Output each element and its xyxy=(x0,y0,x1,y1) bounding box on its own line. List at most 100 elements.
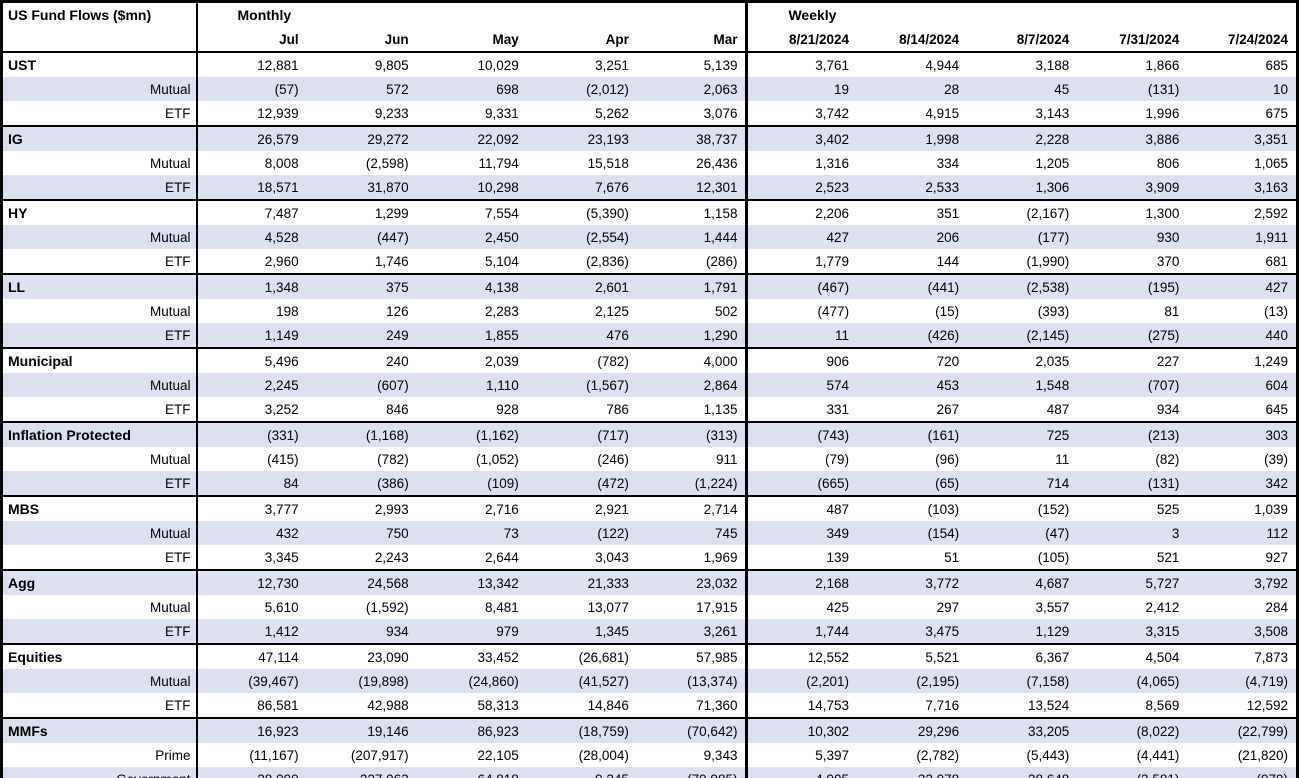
row-label: Prime xyxy=(1,743,198,767)
row-label: ETF xyxy=(1,101,198,126)
cell: (246) xyxy=(597,451,629,467)
cell: (447) xyxy=(377,229,409,245)
cell: 1,300 xyxy=(1077,199,1188,225)
cell: 331 xyxy=(745,397,858,422)
cell: 4,138 xyxy=(416,273,527,299)
row-label: ETF xyxy=(1,693,198,718)
cell: 4,944 xyxy=(925,57,960,73)
section-header-row: US Fund Flows ($mn) Monthly Weekly xyxy=(1,1,1298,53)
cell: 2,864 xyxy=(703,377,738,393)
cell: 3,792 xyxy=(1187,569,1298,595)
cell: 1,290 xyxy=(703,327,738,343)
cell: 725 xyxy=(967,421,1078,447)
cell: 370 xyxy=(1156,253,1180,269)
row-label: UST xyxy=(1,52,198,77)
cell: 12,881 xyxy=(257,57,299,73)
cell: 8,481 xyxy=(484,599,519,615)
cell: (331) xyxy=(196,421,307,447)
cell: 1,779 xyxy=(745,249,858,274)
cell: (743) xyxy=(745,421,858,447)
cell: 81 xyxy=(1164,303,1180,319)
cell: 2,125 xyxy=(595,303,629,319)
cell: 12,592 xyxy=(1246,697,1288,713)
table-row: Inflation Protected (331) (1,168) (1,162) (7… xyxy=(1,421,1298,447)
table-row: Mutual (39,467) (19,898) (24,860) (41,527) (1… xyxy=(1,669,1298,693)
cell: 23,032 xyxy=(636,569,747,595)
cell: 3,777 xyxy=(196,495,307,521)
cell: 15,518 xyxy=(587,155,629,171)
cell: 5,262 xyxy=(595,105,629,121)
column-header: Mar xyxy=(636,27,747,53)
cell: 6,367 xyxy=(967,643,1078,669)
cell: 1,149 xyxy=(264,327,299,343)
cell: 2,039 xyxy=(416,347,527,373)
cell: 3,886 xyxy=(1077,125,1188,151)
cell: (2,145) xyxy=(1026,327,1070,343)
table-row: UST 12,881 9,805 10,029 3,251 5,139 3,761 4,944… xyxy=(1,52,1298,77)
cell: 126 xyxy=(386,303,409,319)
cell: 4,915 xyxy=(925,105,960,121)
cell: 3,742 xyxy=(745,101,858,126)
cell: 1,065 xyxy=(1254,155,1288,171)
cell: 28,090 xyxy=(197,767,307,778)
cell: (41,527) xyxy=(578,673,629,689)
cell: 3,076 xyxy=(703,105,738,121)
cell: 1,969 xyxy=(703,549,738,565)
cell: 5,139 xyxy=(703,57,738,73)
cell: 1,345 xyxy=(595,623,629,639)
cell: 1,791 xyxy=(636,273,747,299)
cell: (177) xyxy=(1037,229,1070,245)
cell: (2,012) xyxy=(586,81,629,97)
cell: 38,737 xyxy=(636,125,747,151)
cell: 487 xyxy=(1046,401,1070,417)
cell: 502 xyxy=(714,303,738,319)
table-row: HY 7,487 1,299 7,554 (5,390) 1,158 2,206 351 (2,… xyxy=(1,199,1298,225)
cell: 349 xyxy=(745,521,858,545)
row-label: Mutual xyxy=(1,447,198,471)
cell: (152) xyxy=(967,495,1078,521)
cell: (477) xyxy=(745,299,858,323)
cell: 453 xyxy=(936,377,960,393)
cell: 7,487 xyxy=(196,199,307,225)
cell: 10,302 xyxy=(745,717,858,743)
table-row: Agg 12,730 24,568 13,342 21,333 23,032 2,168 3,… xyxy=(1,569,1298,595)
cell: 10,029 xyxy=(477,57,519,73)
cell: 13,524 xyxy=(1027,697,1070,713)
cell: (195) xyxy=(1077,273,1188,299)
cell: (665) xyxy=(745,471,858,496)
cell: 806 xyxy=(1156,155,1180,171)
cell: (47) xyxy=(1045,525,1070,541)
cell: 1,412 xyxy=(264,623,299,639)
column-header: Jul xyxy=(196,27,307,53)
cell: (2,598) xyxy=(365,155,409,171)
cell: 3,557 xyxy=(1035,599,1070,615)
cell: (4,065) xyxy=(1136,673,1180,689)
cell: (5,390) xyxy=(526,199,637,225)
cell: 17,915 xyxy=(696,599,738,615)
cell: 86,581 xyxy=(257,697,299,713)
cell: (105) xyxy=(1037,549,1070,565)
cell: (79,985) xyxy=(637,767,747,778)
cell: (26,681) xyxy=(526,643,637,669)
cell: 51 xyxy=(944,549,960,565)
cell: 26,436 xyxy=(696,155,738,171)
cell: (286) xyxy=(705,253,738,269)
cell: 2,283 xyxy=(484,303,519,319)
cell: (2,836) xyxy=(586,253,629,269)
cell: 33,452 xyxy=(416,643,527,669)
column-header: Apr xyxy=(526,27,637,53)
cell: (65) xyxy=(935,475,960,491)
cell: 19 xyxy=(745,77,858,101)
cell: 846 xyxy=(386,401,409,417)
cell: (2,538) xyxy=(967,273,1078,299)
column-header: Jun xyxy=(306,27,417,53)
row-label: Municipal xyxy=(1,347,198,373)
cell: 911 xyxy=(715,451,738,467)
cell: (3,581) xyxy=(1077,767,1187,778)
cell: 3,143 xyxy=(1035,105,1070,121)
cell: 934 xyxy=(1156,401,1180,417)
cell: 1,911 xyxy=(1255,229,1288,245)
cell: 22,092 xyxy=(416,125,527,151)
cell: 2,714 xyxy=(636,495,747,521)
cell: 525 xyxy=(1077,495,1188,521)
